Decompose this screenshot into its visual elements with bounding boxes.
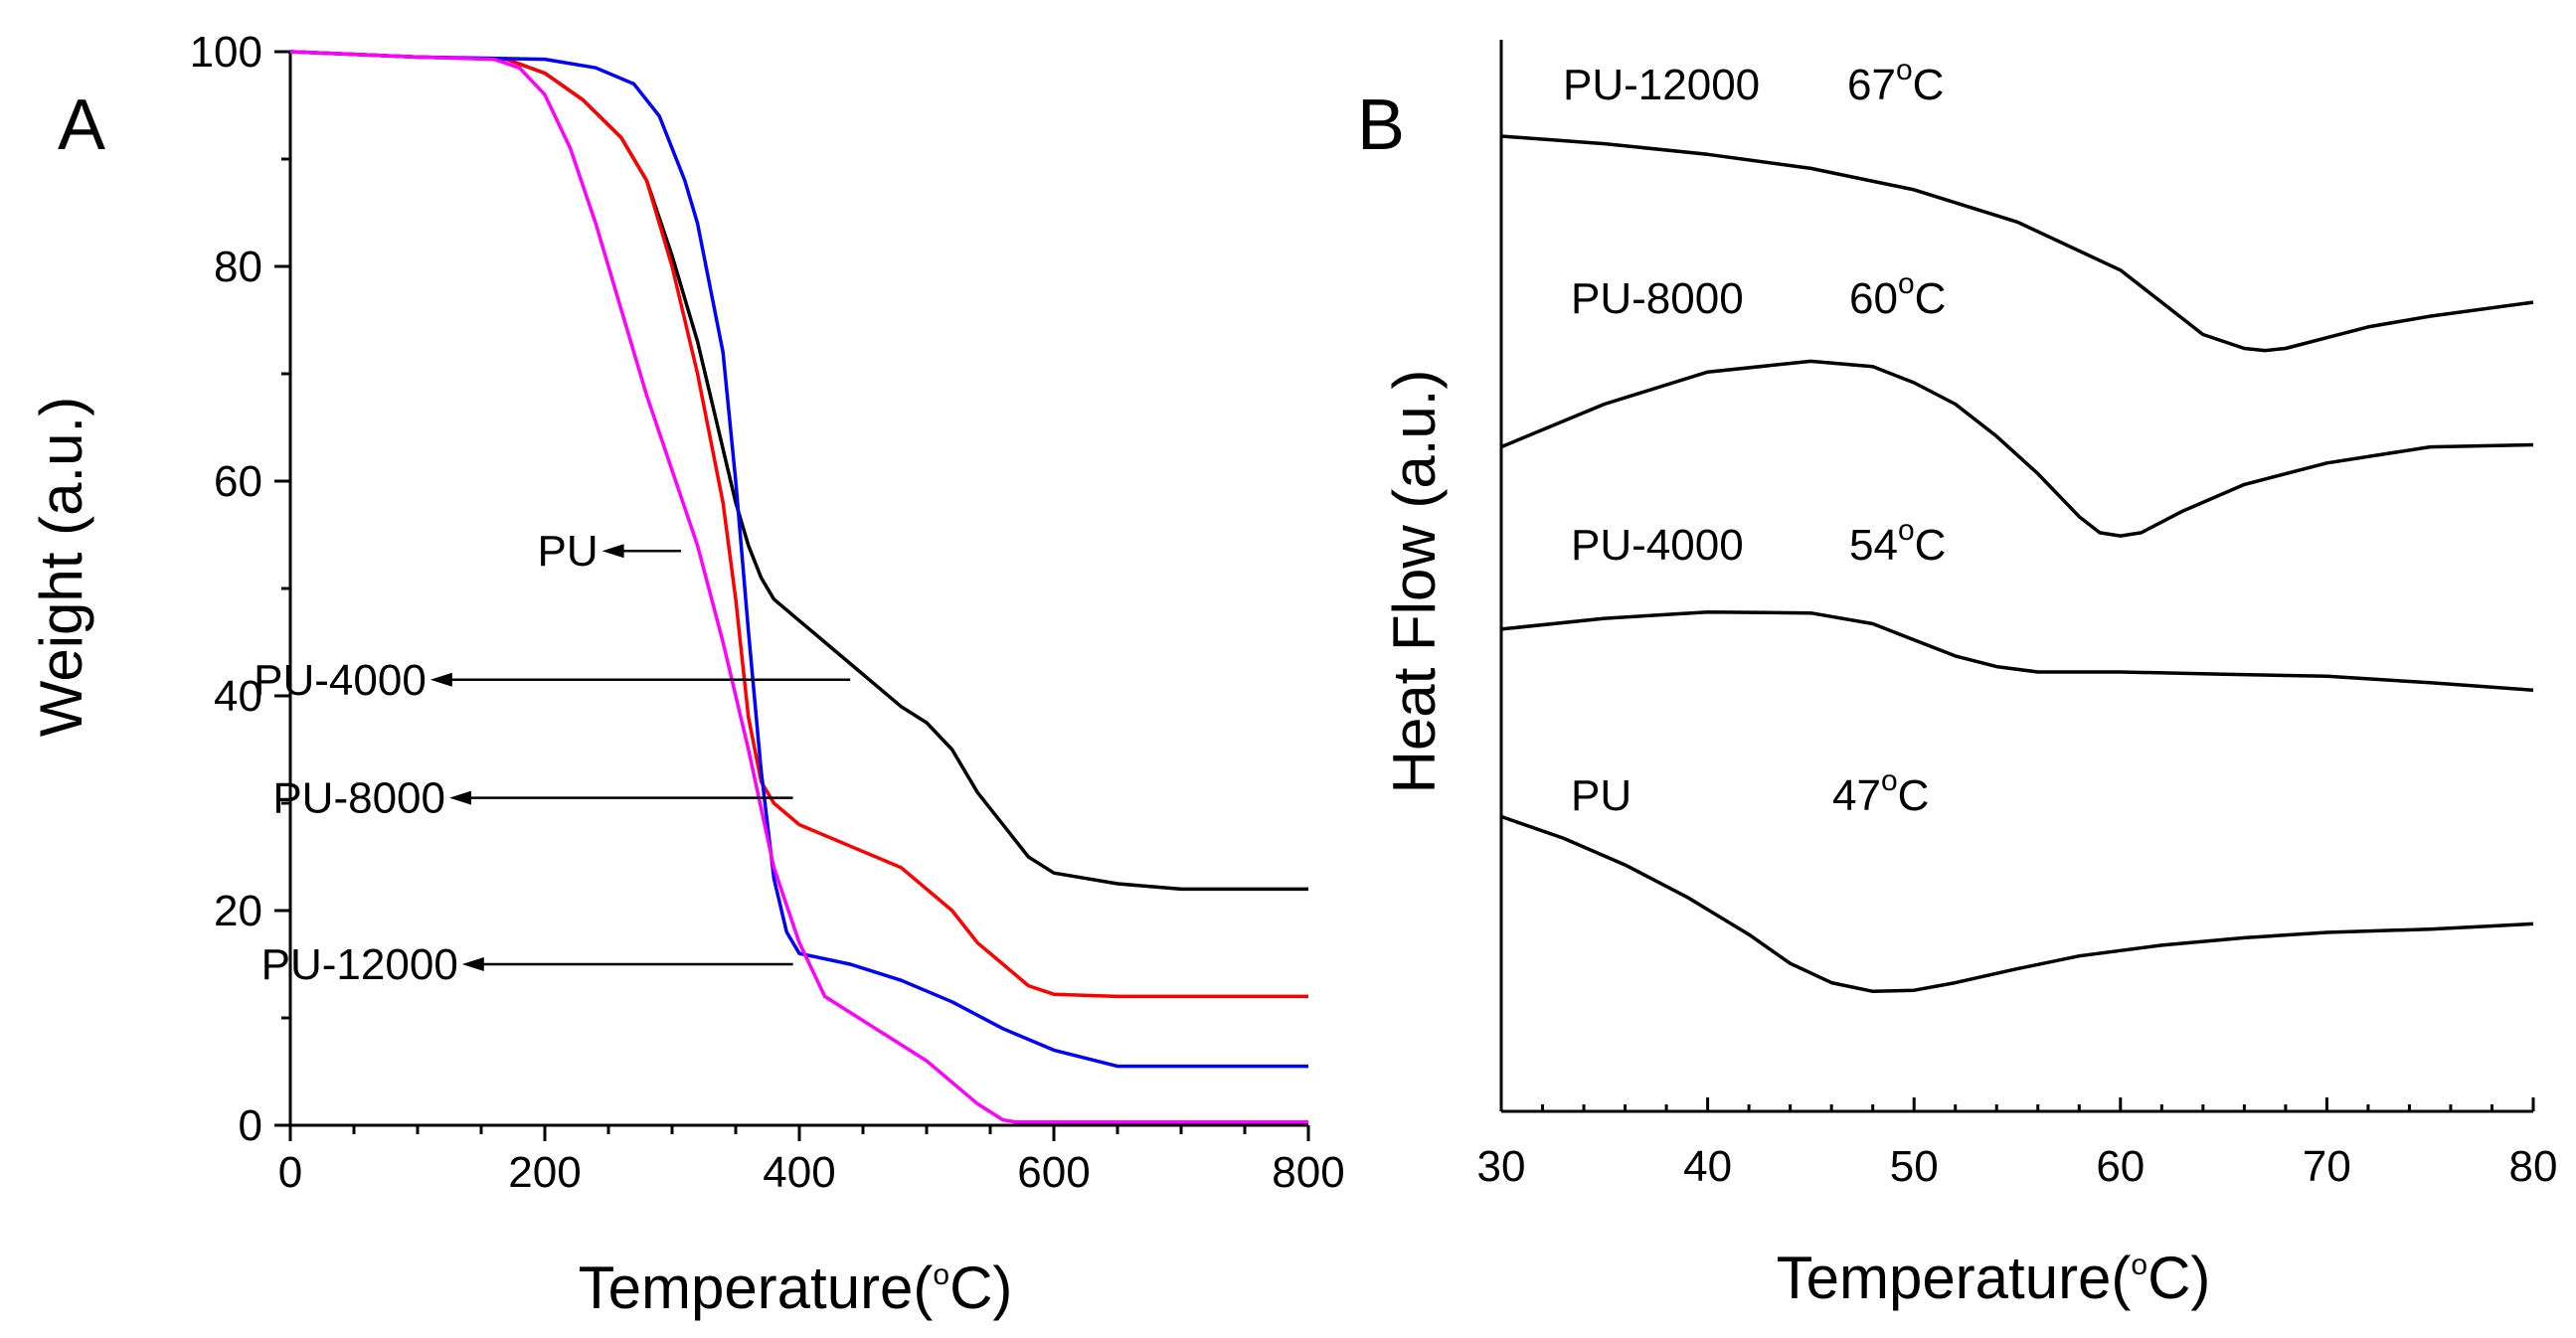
panel-b-x-tick-label: 50 xyxy=(1890,1142,1939,1191)
panel-b-x-tick-label: 60 xyxy=(2096,1142,2145,1191)
panel-b-x-axis-title: Temperature(oC) xyxy=(1777,1245,2211,1311)
panel-a-series-pu-12000 xyxy=(289,50,1308,1124)
panel-a-series-pu-8000 xyxy=(289,50,1308,1069)
panel-a-x-tick-label: 200 xyxy=(508,1148,581,1197)
panel-a-annotations: PU PU-4000 PU-8000 PU-12000 xyxy=(254,527,851,989)
panel-a-series-pu-4000 xyxy=(289,50,1308,999)
panel-b-series-pu xyxy=(1500,814,2534,994)
panel-a-ticks: 0 200 400 600 800 0 20 40 60 80 100 xyxy=(190,28,1345,1197)
panel-a-y-axis-title: Weight (a.u.) xyxy=(28,397,94,737)
panel-a-label-pu-4000: PU-4000 xyxy=(254,656,427,705)
panel-b-x-tick-label: 70 xyxy=(2303,1142,2351,1191)
panel-a-y-tick-label: 100 xyxy=(190,28,262,77)
panel-a-arrow-head xyxy=(601,544,624,559)
panel-b-peak-temp: 67oC xyxy=(1847,54,1944,109)
panel-a-x-tick-label: 400 xyxy=(763,1148,835,1197)
panel-b-axes xyxy=(1499,40,2533,1113)
panel-a-y-tick-label: 60 xyxy=(214,457,262,506)
panel-b-series xyxy=(1500,134,2534,994)
panel-b-letter: B xyxy=(1357,85,1405,165)
panel-b-sample-label: PU-12000 xyxy=(1563,61,1760,109)
panel-b-ticks: 30 40 50 60 70 80 xyxy=(1477,1097,2558,1191)
panel-a-arrow-head xyxy=(461,957,484,971)
panel-b-y-axis-title: Heat Flow (a.u.) xyxy=(1381,370,1448,794)
panel-a-y-tick-label: 20 xyxy=(214,887,262,935)
panel-b-sample-label: PU xyxy=(1571,771,1631,820)
panel-a-y-tick-label: 40 xyxy=(214,672,262,721)
panel-a-x-axis-title: Temperature(oC) xyxy=(579,1254,1013,1321)
panel-a-arrow-head xyxy=(429,672,452,687)
panel-a-series xyxy=(289,50,1308,1124)
panel-b-sample-label: PU-4000 xyxy=(1571,521,1744,570)
panel-a-label-pu-8000: PU-8000 xyxy=(272,774,445,823)
panel-a-letter: A xyxy=(58,85,105,165)
panel-a-arrow-head xyxy=(449,790,471,805)
panel-b-series-pu-4000 xyxy=(1500,609,2534,693)
panel-b-peak-temp: 47oC xyxy=(1832,764,1929,820)
panel-a-x-tick-label: 0 xyxy=(278,1148,302,1197)
panel-b-x-tick-label: 30 xyxy=(1477,1142,1526,1191)
panel-a-y-tick-label: 80 xyxy=(214,243,262,291)
panel-b-series-pu-8000 xyxy=(1500,359,2534,538)
panel-a-x-tick-label: 600 xyxy=(1017,1148,1090,1197)
panel-b-sample-label: PU-8000 xyxy=(1571,274,1744,323)
panel-b-peak-temp: 54oC xyxy=(1849,514,1946,570)
panel-b-annotations: PU-12000 67oC PU-8000 60oC PU-4000 54oC PU 47oC xyxy=(1563,54,1946,820)
panel-b-x-tick-label: 80 xyxy=(2509,1142,2558,1191)
panel-a-series-pu xyxy=(289,50,1308,892)
panel-a-x-tick-label: 800 xyxy=(1272,1148,1344,1197)
panel-a-y-tick-label: 0 xyxy=(239,1101,262,1150)
panel-a-label-pu-12000: PU-12000 xyxy=(261,940,458,989)
panel-a: A 0 200 400 600 800 0 20 40 60 80 100 PU PU-4000 PU-… xyxy=(28,28,1345,1321)
panel-a-label-pu: PU xyxy=(537,527,598,576)
panel-b-series-pu-12000 xyxy=(1500,134,2534,353)
panel-b-x-tick-label: 40 xyxy=(1683,1142,1732,1191)
panel-b-peak-temp: 60oC xyxy=(1849,267,1946,323)
